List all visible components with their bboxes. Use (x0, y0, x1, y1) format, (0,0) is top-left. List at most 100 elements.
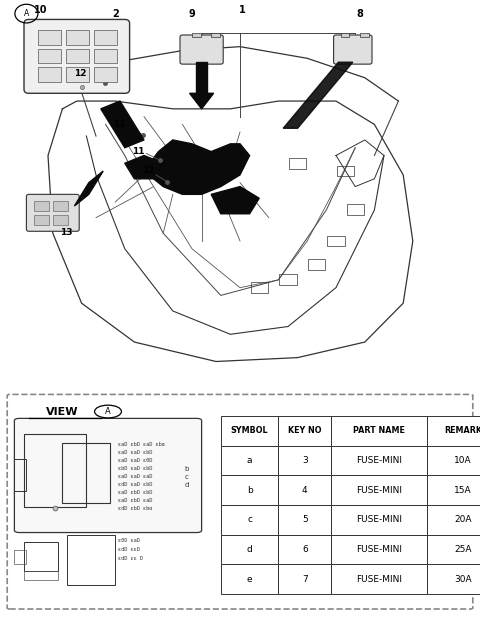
Polygon shape (211, 186, 259, 213)
Text: ε0D εaD: ε0D εaD (118, 538, 140, 543)
Text: a: a (247, 456, 252, 465)
Text: PART NAME: PART NAME (353, 426, 405, 436)
Bar (24, 434, 86, 507)
Text: εdD εaD εbD: εdD εaD εbD (118, 482, 152, 487)
Text: εdD εε D: εdD εε D (118, 557, 143, 561)
Text: b: b (185, 466, 189, 471)
Text: 15A: 15A (455, 486, 472, 495)
Bar (427, 505, 480, 535)
Bar (53, 201, 68, 212)
Bar (66, 49, 89, 64)
Bar (34, 215, 49, 225)
FancyBboxPatch shape (24, 20, 130, 93)
Text: 30A: 30A (455, 575, 472, 584)
Bar (341, 33, 349, 37)
FancyBboxPatch shape (26, 194, 79, 231)
Text: 13: 13 (60, 228, 72, 237)
Text: d: d (185, 482, 189, 487)
Text: 12: 12 (74, 69, 87, 78)
Text: 10: 10 (34, 5, 48, 15)
Bar (278, 535, 331, 565)
Bar (278, 505, 331, 535)
Text: 11: 11 (132, 147, 144, 155)
Bar (331, 416, 427, 445)
Bar (278, 565, 331, 594)
Text: FUSE-MINI: FUSE-MINI (356, 515, 402, 524)
Bar (38, 30, 61, 45)
Bar (360, 33, 369, 37)
Text: εaD εbD εbD: εaD εbD εbD (118, 490, 152, 495)
Bar (221, 416, 278, 445)
Text: 6: 6 (302, 545, 308, 554)
Text: A: A (105, 407, 111, 416)
Bar (34, 201, 49, 212)
Bar (221, 505, 278, 535)
Text: VIEW: VIEW (46, 407, 79, 416)
Polygon shape (101, 101, 144, 147)
Bar (38, 49, 61, 64)
Text: c: c (185, 474, 189, 479)
Text: εaD εaD εbD: εaD εaD εbD (118, 450, 152, 455)
Text: b: b (247, 486, 252, 495)
Polygon shape (283, 62, 353, 128)
Text: c: c (247, 515, 252, 524)
Text: εbD εaD εbD: εbD εaD εbD (118, 466, 152, 471)
Bar (221, 445, 278, 476)
Bar (308, 259, 325, 270)
Bar (211, 33, 220, 37)
Bar (53, 215, 68, 225)
Bar (427, 565, 480, 594)
Text: εaD εaD ε0D: εaD εaD ε0D (118, 458, 152, 463)
Text: 9: 9 (189, 9, 195, 19)
Bar (221, 535, 278, 565)
Text: SYMBOL: SYMBOL (231, 426, 268, 436)
Bar (94, 67, 117, 81)
Bar (427, 416, 480, 445)
Polygon shape (125, 155, 163, 179)
Text: REMARK: REMARK (444, 426, 480, 436)
Bar (347, 204, 364, 215)
Bar (24, 542, 58, 571)
Bar (67, 535, 115, 585)
Bar (94, 30, 117, 45)
Polygon shape (190, 93, 214, 109)
Text: 10A: 10A (455, 456, 472, 465)
Text: d: d (247, 545, 252, 554)
Text: εdD εbD εbα: εdD εbD εbα (118, 506, 152, 511)
Bar (24, 571, 58, 581)
Bar (278, 445, 331, 476)
Bar (14, 550, 26, 565)
FancyBboxPatch shape (334, 35, 372, 64)
Text: 5: 5 (302, 515, 308, 524)
Bar (427, 476, 480, 505)
Text: 2: 2 (112, 9, 119, 19)
Bar (289, 158, 306, 168)
Bar (192, 33, 201, 37)
Bar (66, 67, 89, 81)
Text: 1: 1 (239, 5, 246, 15)
Bar (331, 565, 427, 594)
Text: εaD εbD εaD εbα: εaD εbD εaD εbα (118, 442, 165, 447)
Bar (279, 275, 297, 285)
Text: 4: 4 (302, 486, 308, 495)
Bar (38, 67, 61, 81)
Polygon shape (144, 140, 250, 194)
Bar (278, 476, 331, 505)
FancyBboxPatch shape (7, 394, 473, 609)
Bar (427, 445, 480, 476)
Polygon shape (74, 171, 103, 206)
Bar (331, 505, 427, 535)
Text: εaD εbD εaD: εaD εbD εaD (118, 498, 152, 503)
Bar (331, 476, 427, 505)
FancyBboxPatch shape (180, 35, 223, 64)
Text: FUSE-MINI: FUSE-MINI (356, 575, 402, 584)
Text: εdD εεD: εdD εεD (118, 547, 140, 552)
Text: FUSE-MINI: FUSE-MINI (356, 456, 402, 465)
Text: 12: 12 (142, 166, 154, 175)
Text: 3: 3 (302, 456, 308, 465)
Text: 8: 8 (357, 9, 363, 19)
Bar (251, 282, 268, 293)
Text: 11: 11 (113, 120, 125, 130)
Bar (427, 535, 480, 565)
Bar (327, 236, 345, 246)
